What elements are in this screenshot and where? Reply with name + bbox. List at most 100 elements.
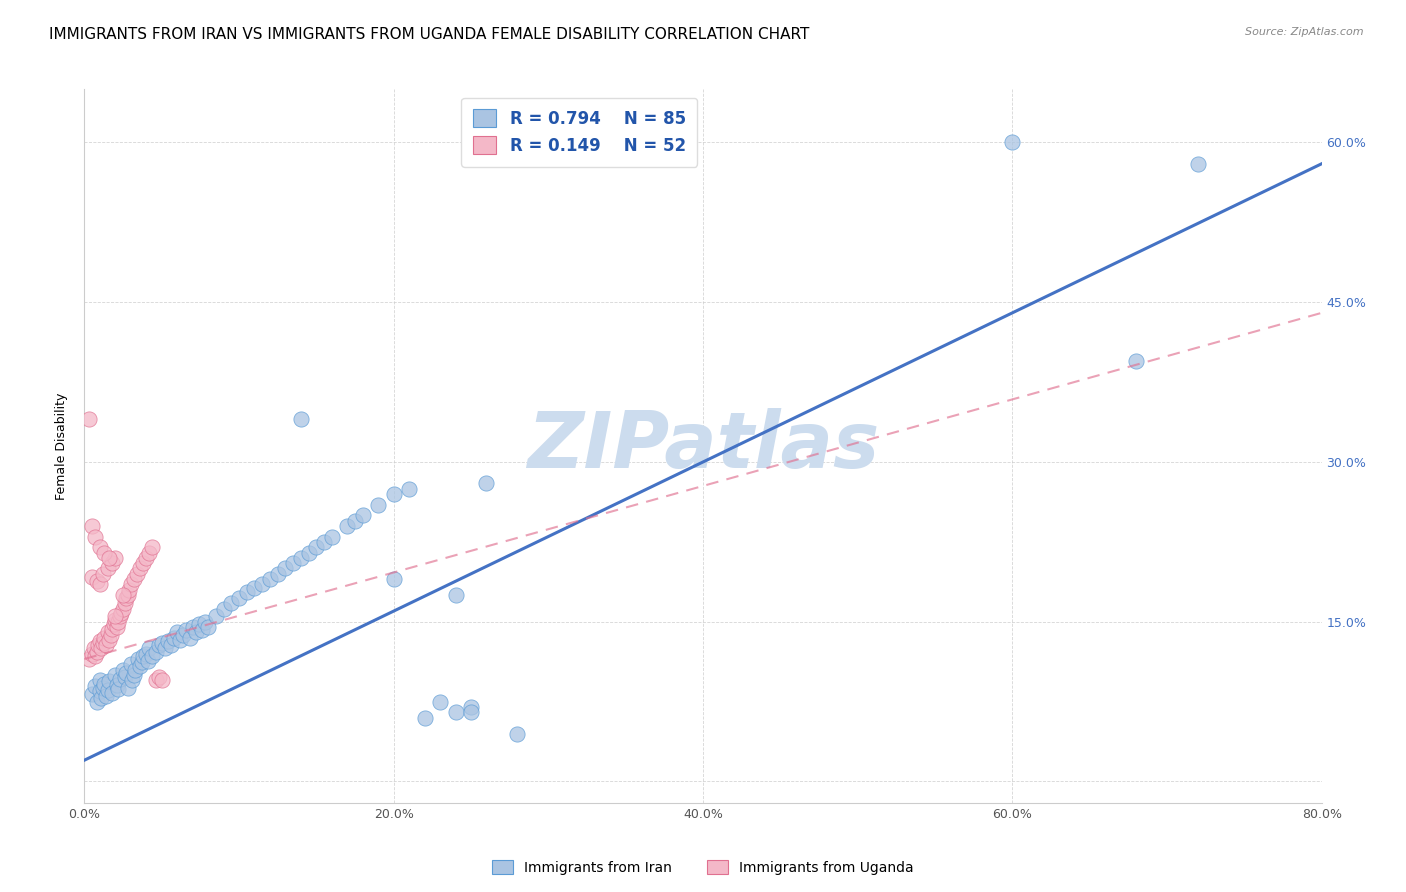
Point (413, 710, 436, 724)
Point (112, 663, 135, 677)
Point (91, 636, 114, 650)
Point (86, 695, 108, 709)
Point (96, 561, 118, 575)
Point (336, 519, 359, 533)
Point (205, 609, 228, 624)
Point (94, 690, 117, 704)
Point (108, 672, 131, 686)
Point (115, 665, 138, 680)
Point (176, 624, 198, 638)
Point (187, 616, 209, 631)
Point (297, 545, 319, 559)
Point (267, 566, 290, 581)
Point (96, 625, 118, 640)
Point (96, 682, 118, 697)
Point (148, 670, 170, 684)
Point (120, 657, 142, 672)
Point (125, 566, 148, 581)
Point (107, 615, 129, 629)
Point (82, 647, 104, 661)
Point (290, 550, 312, 565)
Point (305, 540, 328, 554)
Point (290, 412, 312, 426)
Point (135, 647, 157, 661)
Point (145, 673, 167, 688)
Point (169, 632, 191, 647)
Point (343, 514, 366, 528)
Point (153, 641, 176, 656)
Point (135, 550, 157, 565)
Point (122, 572, 145, 586)
Point (506, 726, 529, 740)
Point (112, 588, 135, 602)
Point (84, 679, 107, 693)
Y-axis label: Female Disability: Female Disability (55, 392, 69, 500)
Point (141, 648, 163, 663)
Point (77, 652, 100, 666)
Text: IMMIGRANTS FROM IRAN VS IMMIGRANTS FROM UGANDA FEMALE DISABILITY CORRELATION CHA: IMMIGRANTS FROM IRAN VS IMMIGRANTS FROM … (49, 27, 810, 42)
Point (243, 581, 266, 595)
Point (382, 572, 405, 586)
Point (89, 634, 111, 648)
Point (91, 566, 114, 581)
Point (191, 624, 214, 638)
Point (150, 636, 173, 650)
Point (101, 556, 124, 570)
Point (367, 498, 389, 512)
Point (89, 540, 111, 554)
Point (100, 627, 122, 641)
Point (104, 668, 127, 682)
Point (138, 545, 160, 559)
Point (352, 508, 374, 523)
Point (89, 577, 111, 591)
Point (105, 620, 128, 634)
Point (86, 644, 108, 658)
Point (93, 676, 115, 690)
Point (124, 663, 146, 677)
Point (129, 659, 152, 673)
Point (184, 625, 207, 640)
Point (112, 602, 135, 616)
Point (87, 638, 110, 652)
Point (104, 550, 127, 565)
Point (86, 574, 108, 589)
Point (104, 613, 127, 627)
Point (259, 572, 281, 586)
Text: Source: ZipAtlas.com: Source: ZipAtlas.com (1246, 27, 1364, 37)
Point (131, 655, 153, 669)
Point (108, 609, 131, 624)
Point (150, 673, 173, 688)
Point (382, 487, 405, 501)
Point (398, 482, 420, 496)
Point (444, 706, 467, 720)
Point (89, 684, 111, 698)
Point (145, 644, 167, 658)
Point (82, 519, 104, 533)
Point (118, 582, 141, 597)
Point (136, 654, 159, 668)
Point (181, 620, 204, 634)
Point (132, 556, 155, 570)
Point (127, 652, 149, 666)
Point (160, 638, 183, 652)
Point (138, 641, 160, 656)
Point (172, 627, 194, 641)
Point (460, 700, 482, 714)
Point (93, 631, 115, 645)
Point (219, 596, 242, 610)
Point (1187, 157, 1209, 171)
Point (84, 529, 107, 543)
Point (121, 673, 143, 688)
Point (321, 529, 343, 543)
Point (91, 681, 114, 695)
Point (120, 577, 142, 591)
Point (129, 561, 152, 575)
Point (117, 681, 139, 695)
Legend: R = 0.794    N = 85, R = 0.149    N = 52: R = 0.794 N = 85, R = 0.149 N = 52 (461, 97, 697, 167)
Point (98, 550, 121, 565)
Point (82, 570, 104, 584)
Point (312, 534, 335, 549)
Point (84, 648, 107, 663)
Point (281, 556, 305, 570)
Point (1125, 353, 1147, 368)
